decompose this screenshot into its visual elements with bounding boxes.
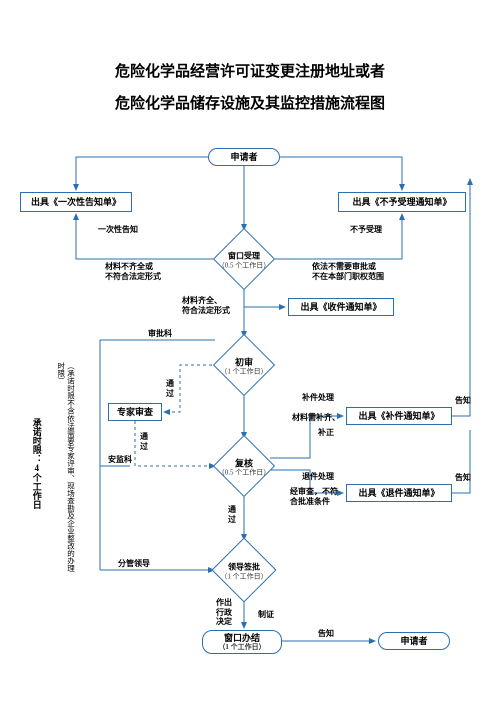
- node-applicant-bottom: 申请者: [378, 632, 450, 650]
- lbl-noaccept: 不予受理: [350, 225, 382, 235]
- lbl-audit: 审批科: [148, 329, 172, 339]
- lbl-return-proc: 退件处理: [302, 472, 334, 482]
- lbl-pass2: 通 过: [140, 432, 148, 451]
- node-expert: 专家审查: [108, 403, 162, 421]
- final-sub: （1 个工作日）: [218, 643, 265, 651]
- side-paren: （承诺时限不含依法需要专家评审、现场查勘及企业整改的办理时限）: [56, 362, 76, 572]
- lbl-pass1: 通 过: [166, 379, 174, 398]
- review-label: 复核: [235, 458, 253, 468]
- notice-once-label: 出具《一次性告知单》: [31, 197, 121, 207]
- node-return: 出具《退件通知单》: [346, 484, 452, 502]
- lbl-supervise: 安监科: [108, 455, 132, 465]
- node-supplement: 出具《补件通知单》: [346, 407, 452, 425]
- notice-reject-label: 出具《不予受理通知单》: [352, 197, 451, 207]
- leader-label: 领导签批: [228, 563, 260, 572]
- node-applicant-top: 申请者: [208, 148, 280, 166]
- lbl-pass3: 通 过: [228, 505, 236, 524]
- leader-sub: （1 个工作日）: [220, 572, 267, 580]
- window-accept-sub: （0.5 个工作日）: [218, 261, 271, 269]
- lbl-once: 一次性告知: [98, 225, 138, 235]
- lbl-incomplete: 材料不齐全或 不符合法定形式: [105, 262, 161, 281]
- lbl-decision: 作出 行政 决定: [216, 598, 232, 627]
- lbl-cert: 制证: [258, 610, 274, 620]
- return-label: 出具《退件通知单》: [358, 488, 439, 498]
- review-sub: （0.5 个工作日）: [218, 469, 271, 477]
- applicant-top-label: 申请者: [230, 152, 257, 162]
- final-label: 窗口办结: [224, 633, 260, 643]
- lbl-noneed: 依法不需要审批或 不在本部门职权范围: [312, 262, 384, 281]
- window-accept-label: 窗口受理: [228, 252, 260, 261]
- lbl-need-supp: 材料需补齐、: [292, 413, 340, 423]
- lbl-inform1: 告知: [455, 396, 471, 406]
- supplement-label: 出具《补件通知单》: [358, 411, 439, 421]
- receipt-label: 出具《收件通知单》: [300, 302, 381, 312]
- lbl-return-reason: 经审查，不符 合批准条件: [290, 487, 338, 506]
- expert-label: 专家审查: [117, 407, 153, 417]
- lbl-branch: 分管领导: [118, 559, 150, 569]
- side-commit: 承诺时限：4个工作日: [30, 418, 42, 509]
- node-final: 窗口办结 （1 个工作日）: [202, 630, 282, 654]
- lbl-complete: 材料齐全、 符合法定形式: [182, 296, 230, 315]
- node-notice-once: 出具《一次性告知单》: [20, 192, 132, 212]
- node-notice-reject: 出具《不予受理通知单》: [338, 192, 466, 212]
- lbl-inform2: 告知: [455, 473, 471, 483]
- prelim-label: 初审: [235, 357, 253, 367]
- node-receipt: 出具《收件通知单》: [288, 298, 394, 316]
- applicant-bottom-label: 申请者: [400, 636, 427, 646]
- lbl-inform3: 告知: [318, 629, 334, 639]
- prelim-sub: （1 个工作日）: [220, 368, 267, 376]
- lbl-supp-ell: 补正: [318, 428, 334, 438]
- lbl-supp-proc: 补件处理: [302, 393, 334, 403]
